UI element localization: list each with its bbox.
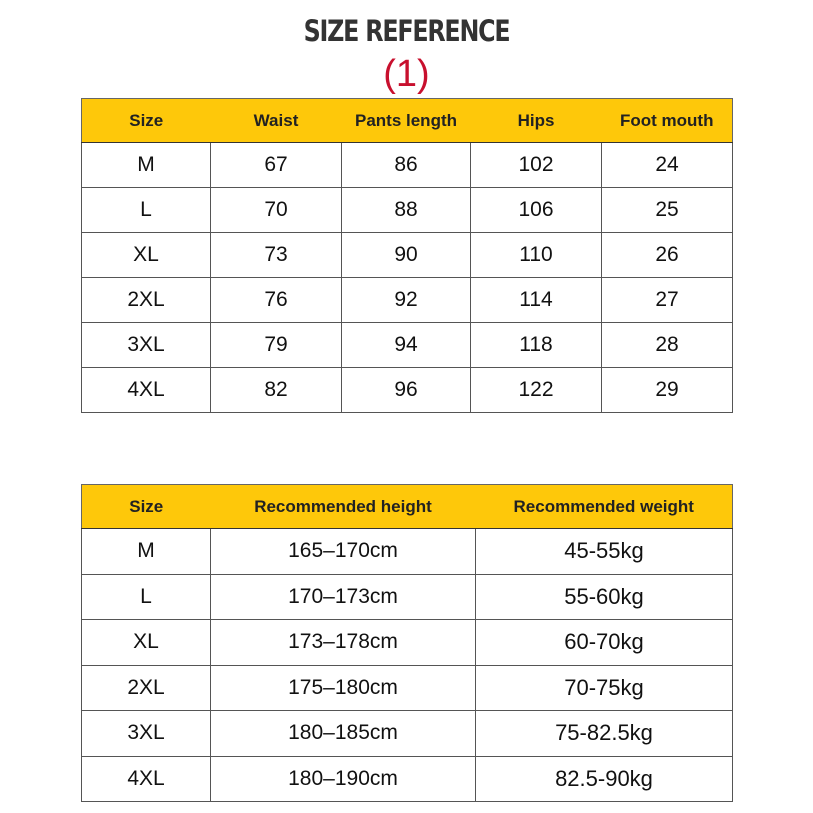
column-header: Recommended height (210, 484, 476, 529)
table-row: L 70 88 106 25 (81, 187, 733, 233)
table-cell: 173–178cm (210, 619, 476, 666)
table-cell: 3XL (81, 710, 211, 757)
table-cell: L (81, 573, 211, 620)
table-cell: 67 (210, 142, 342, 188)
table-row: 3XL 180–185cm 75-82.5kg (81, 710, 733, 757)
table-cell: 26 (601, 232, 733, 278)
table-cell: 4XL (81, 755, 211, 802)
column-header: Foot mouth (601, 98, 733, 143)
table-cell: 106 (470, 187, 602, 233)
table-cell: 180–190cm (210, 755, 476, 802)
table-row: M 67 86 102 24 (81, 142, 733, 188)
table-cell: 75-82.5kg (475, 710, 733, 757)
table-cell: M (81, 142, 211, 188)
table-cell: XL (81, 619, 211, 666)
table-cell: 96 (341, 367, 471, 413)
table-cell: 175–180cm (210, 664, 476, 711)
table-row: 2XL 175–180cm 70-75kg (81, 664, 733, 711)
size-table: Size Waist Pants length Hips Foot mouth M 67 86… (81, 98, 733, 413)
table-row: 4XL 82 96 122 29 (81, 367, 733, 413)
table-row: M 165–170cm 45-55kg (81, 528, 733, 575)
column-header: Size (81, 484, 211, 529)
table-cell: 90 (341, 232, 471, 278)
table-cell: 70-75kg (475, 664, 733, 711)
column-header: Size (81, 98, 211, 143)
table-cell: 86 (341, 142, 471, 188)
table-cell: 82 (210, 367, 342, 413)
table-cell: 2XL (81, 664, 211, 711)
table-row: L 170–173cm 55-60kg (81, 573, 733, 620)
page-subtitle: (1) (383, 53, 430, 95)
table-cell: 55-60kg (475, 573, 733, 620)
table-cell: 114 (470, 277, 602, 323)
page-title: SIZE REFERENCE (303, 14, 511, 48)
table-cell: 70 (210, 187, 342, 233)
table-cell: 76 (210, 277, 342, 323)
table-row: 4XL 180–190cm 82.5-90kg (81, 755, 733, 802)
table-cell: 180–185cm (210, 710, 476, 757)
table-cell: L (81, 187, 211, 233)
table-cell: 25 (601, 187, 733, 233)
table-cell: 92 (341, 277, 471, 323)
table-cell: 122 (470, 367, 602, 413)
table-cell: 3XL (81, 322, 211, 368)
table-cell: 60-70kg (475, 619, 733, 666)
table-cell: 28 (601, 322, 733, 368)
column-header: Recommended weight (475, 484, 733, 529)
table-cell: 79 (210, 322, 342, 368)
table-cell: XL (81, 232, 211, 278)
table-cell: 88 (341, 187, 471, 233)
table-cell: 4XL (81, 367, 211, 413)
table-row: XL 73 90 110 26 (81, 232, 733, 278)
table-cell: 27 (601, 277, 733, 323)
table-cell: M (81, 528, 211, 575)
table-cell: 82.5-90kg (475, 755, 733, 802)
recommendation-table: Size Recommended height Recommended weight… (81, 484, 733, 802)
table-cell: 29 (601, 367, 733, 413)
table-cell: 2XL (81, 277, 211, 323)
table-cell: 110 (470, 232, 602, 278)
table-cell: 165–170cm (210, 528, 476, 575)
table-cell: 118 (470, 322, 602, 368)
table-cell: 170–173cm (210, 573, 476, 620)
column-header: Hips (470, 98, 602, 143)
table-row: 2XL 76 92 114 27 (81, 277, 733, 323)
table-row: XL 173–178cm 60-70kg (81, 619, 733, 666)
table-cell: 102 (470, 142, 602, 188)
table-cell: 73 (210, 232, 342, 278)
column-header: Pants length (341, 98, 471, 143)
table-cell: 24 (601, 142, 733, 188)
table-row: 3XL 79 94 118 28 (81, 322, 733, 368)
table-cell: 45-55kg (475, 528, 733, 575)
column-header: Waist (210, 98, 342, 143)
table-cell: 94 (341, 322, 471, 368)
